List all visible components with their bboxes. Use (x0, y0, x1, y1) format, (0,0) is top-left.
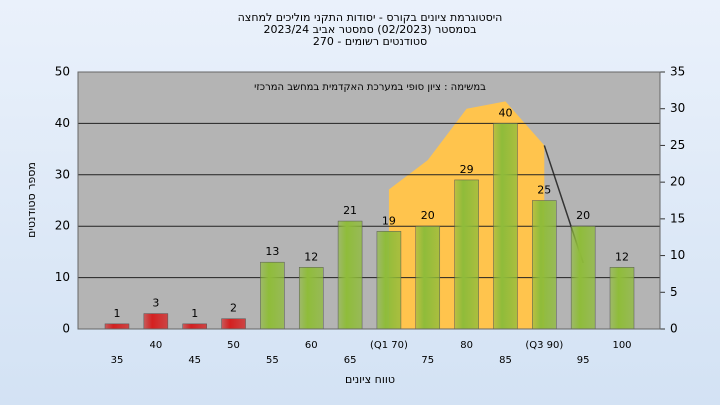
y-axis-label: מספר סטודנטים (25, 162, 38, 238)
y-tick-label: 40 (55, 116, 70, 130)
value-label: 19 (382, 214, 396, 227)
value-label: 2 (230, 302, 237, 315)
x-tick-label: 80 (460, 340, 473, 351)
plot-border (77, 71, 661, 330)
chart-title: היסטוגרמת ציונים בקורס - יסודות התקני מו… (238, 11, 503, 24)
annotation: במשימה : ציון סופי במערכת האקדמית במחשב … (254, 82, 486, 93)
value-label: 25 (537, 184, 551, 197)
bar (143, 313, 169, 330)
x-tick-label: 75 (421, 355, 434, 366)
x-tick-label: 50 (227, 340, 240, 351)
y2-tick-label: 35 (670, 65, 685, 79)
bar (415, 225, 441, 330)
value-label: 1 (114, 307, 121, 320)
y2-tick-label: 30 (670, 101, 685, 115)
value-label: 29 (460, 163, 474, 176)
y2-tick-label: 5 (670, 285, 678, 299)
bar (298, 267, 324, 330)
chart-title: סטודנטים רשומים - 270 (313, 35, 427, 48)
x-tick-label: (Q3 90) (525, 340, 563, 351)
y-tick-label: 20 (55, 219, 70, 233)
bar (260, 261, 285, 330)
value-label: 20 (421, 209, 435, 222)
y2-tick-label: 25 (670, 138, 685, 152)
y2-tick-label: 20 (670, 175, 685, 189)
y2-tick-label: 0 (670, 322, 678, 336)
value-label: 3 (152, 297, 159, 310)
bar (609, 267, 635, 330)
x-tick-label: 85 (499, 355, 512, 366)
x-tick-label: 55 (266, 355, 279, 366)
value-label: 40 (498, 106, 512, 119)
bar (493, 123, 518, 330)
bar (376, 231, 402, 330)
x-tick-label: 60 (305, 340, 318, 351)
y2-tick-label: 10 (670, 248, 685, 262)
y-tick-label: 0 (62, 322, 70, 336)
bar (104, 323, 130, 330)
chart-title: בסמסטר (02/2023) סמסטר אביב 2023/24 (263, 23, 476, 36)
y-tick-label: 10 (55, 270, 70, 284)
y-tick-label: 50 (55, 65, 70, 79)
bar (337, 220, 363, 330)
x-tick-label: 40 (149, 340, 162, 351)
bar (182, 323, 207, 330)
x-tick-label: 35 (111, 355, 124, 366)
bar (454, 179, 479, 330)
value-label: 13 (265, 245, 279, 258)
x-tick-label: 45 (188, 355, 201, 366)
y2-tick-label: 15 (670, 211, 685, 225)
x-tick-label: 100 (612, 340, 631, 351)
x-tick-label: (Q1 70) (370, 340, 408, 351)
value-label: 1 (191, 307, 198, 320)
bar (532, 200, 557, 330)
value-label: 20 (576, 209, 590, 222)
value-label: 12 (615, 250, 629, 263)
value-label: 21 (343, 204, 357, 217)
x-tick-label: 95 (577, 355, 590, 366)
x-tick-label: 65 (344, 355, 357, 366)
x-axis-label: טווח ציונים (345, 373, 395, 386)
value-label: 12 (304, 250, 318, 263)
bar (570, 225, 596, 330)
y-tick-label: 30 (55, 167, 70, 181)
bar (221, 318, 246, 330)
